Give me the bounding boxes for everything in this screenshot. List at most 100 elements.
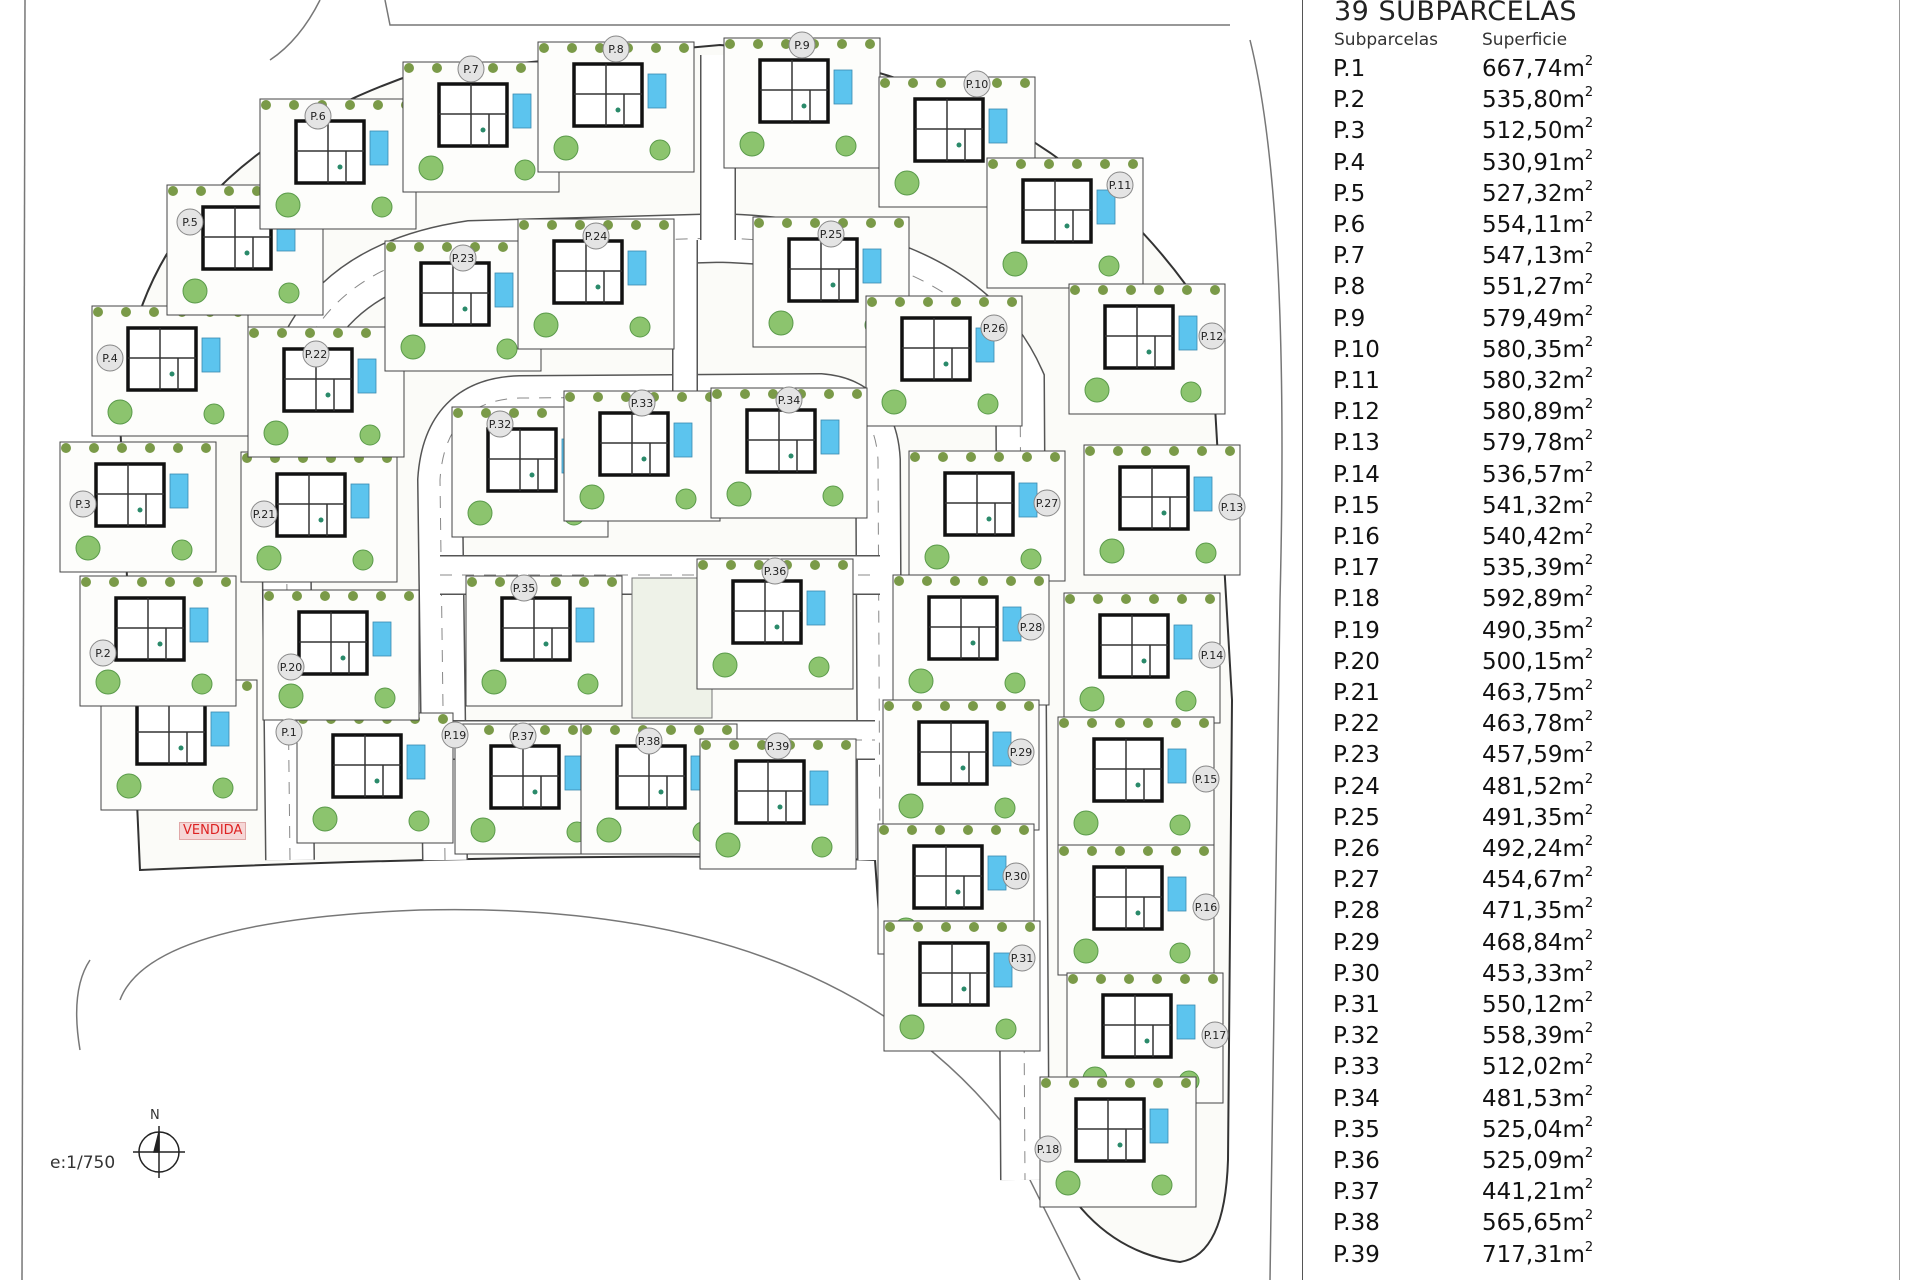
area-value: 554,11 bbox=[1482, 212, 1563, 238]
parcel-label[interactable]: P.34 bbox=[775, 386, 803, 414]
parcel-label[interactable]: P.9 bbox=[788, 31, 816, 59]
tree bbox=[1169, 942, 1191, 964]
parcel-id: P.37 bbox=[1333, 1179, 1380, 1206]
area-value: 580,32 bbox=[1482, 368, 1563, 394]
parcel-label[interactable]: P.26 bbox=[980, 314, 1008, 342]
parcel-label[interactable]: P.10 bbox=[963, 70, 991, 98]
parcel-label[interactable]: P.13 bbox=[1218, 493, 1246, 521]
parcel-label-circle bbox=[457, 55, 485, 83]
tree bbox=[408, 810, 430, 832]
parcel-label-text: P.35 bbox=[513, 582, 535, 595]
hedge-shrub bbox=[249, 328, 259, 338]
pool bbox=[862, 248, 882, 284]
parcel-label[interactable]: P.16 bbox=[1192, 893, 1220, 921]
area-unit-exponent: 2 bbox=[1584, 896, 1594, 912]
house-marker bbox=[774, 624, 780, 630]
parcel-label[interactable]: P.22 bbox=[302, 340, 330, 368]
house-marker bbox=[658, 789, 664, 795]
hedge-shrub bbox=[277, 328, 287, 338]
tree bbox=[675, 488, 697, 510]
hedge-shrub bbox=[117, 443, 127, 453]
pool bbox=[369, 130, 389, 166]
tree bbox=[1073, 810, 1099, 836]
parcel-label[interactable]: P.36 bbox=[761, 557, 789, 585]
parcel-label-text: P.19 bbox=[444, 729, 466, 742]
area-value: 490,35 bbox=[1482, 617, 1563, 644]
parcel-label[interactable]: P.23 bbox=[449, 244, 477, 272]
house-marker bbox=[462, 306, 468, 312]
parcel-label[interactable]: P.1 bbox=[275, 718, 303, 746]
parcel-label-circle bbox=[176, 208, 204, 236]
area-unit-exponent: 2 bbox=[1584, 116, 1594, 132]
parcel-label[interactable]: P.27 bbox=[1033, 489, 1061, 517]
parcel-label[interactable]: P.5 bbox=[176, 208, 204, 236]
parcel-label[interactable]: P.29 bbox=[1007, 738, 1035, 766]
hedge-shrub bbox=[481, 408, 491, 418]
parcel-label[interactable]: P.25 bbox=[817, 220, 845, 248]
table-row: P.34 481,53m2 bbox=[1303, 1084, 1899, 1117]
parcel-label[interactable]: P.7 bbox=[457, 55, 485, 83]
parcel-label[interactable]: P.39 bbox=[764, 732, 792, 760]
tree bbox=[995, 1018, 1017, 1040]
parcel-label[interactable]: P.6 bbox=[304, 102, 332, 130]
parcel-label[interactable]: P.33 bbox=[628, 389, 656, 417]
table-row: P.25 491,35m2 bbox=[1303, 802, 1899, 836]
parcel-label[interactable]: P.14 bbox=[1198, 641, 1226, 669]
parcel-label[interactable]: P.18 bbox=[1034, 1135, 1062, 1163]
parcel-label[interactable]: P.21 bbox=[250, 500, 278, 528]
hedge-shrub bbox=[1182, 285, 1192, 295]
area-unit-exponent: 2 bbox=[1584, 802, 1594, 818]
parcel-label[interactable]: P.12 bbox=[1198, 322, 1226, 350]
parcel-label[interactable]: P.28 bbox=[1017, 613, 1045, 641]
parcel-label[interactable]: P.20 bbox=[277, 653, 305, 681]
parcel-label[interactable]: P.31 bbox=[1008, 944, 1036, 972]
parcel-label[interactable]: P.3 bbox=[69, 490, 97, 518]
area-value: 463,75 bbox=[1482, 680, 1563, 706]
parcel-label[interactable]: P.37 bbox=[509, 722, 537, 750]
parcel-label-text: P.17 bbox=[1204, 1029, 1226, 1042]
parcel-label[interactable]: P.32 bbox=[486, 410, 514, 438]
hedge-shrub bbox=[1041, 1078, 1051, 1088]
area-value: 550,12 bbox=[1482, 992, 1563, 1018]
parcel-label[interactable]: P.17 bbox=[1201, 1021, 1229, 1049]
parcel-label-circle bbox=[509, 722, 537, 750]
tree bbox=[894, 170, 920, 196]
parcel-id: P.31 bbox=[1333, 992, 1380, 1018]
parcel-id: P.30 bbox=[1333, 960, 1380, 987]
tree bbox=[768, 310, 794, 336]
area-unit: m bbox=[1562, 305, 1585, 332]
parcel-area: 667,74m2 bbox=[1482, 54, 1593, 82]
parcel-label-circle bbox=[1218, 493, 1246, 521]
parcel-area: 580,35m2 bbox=[1482, 335, 1593, 363]
house-marker bbox=[340, 655, 346, 661]
parcel-area: 535,80m2 bbox=[1482, 85, 1593, 113]
parcel-id: P.27 bbox=[1333, 867, 1380, 894]
parcel-label[interactable]: P.38 bbox=[635, 727, 663, 755]
parcel-id: P.7 bbox=[1333, 243, 1366, 270]
area-unit-exponent: 2 bbox=[1584, 1052, 1594, 1068]
parcel-label[interactable]: P.11 bbox=[1106, 171, 1134, 199]
house-marker bbox=[801, 103, 807, 109]
hedge-shrub bbox=[907, 825, 917, 835]
parcel bbox=[883, 920, 1041, 1052]
parcel-label[interactable]: P.8 bbox=[602, 35, 630, 63]
parcel-id: P.32 bbox=[1333, 1023, 1380, 1050]
area-unit-exponent: 2 bbox=[1584, 1239, 1594, 1255]
parcel-label[interactable]: P.2 bbox=[89, 639, 117, 667]
parcel-label[interactable]: P.4 bbox=[96, 344, 124, 372]
house-footprint bbox=[598, 411, 670, 477]
hedge-shrub bbox=[1069, 1078, 1079, 1088]
parcel-label-text: P.8 bbox=[608, 43, 623, 56]
parcel-id: P.28 bbox=[1333, 898, 1380, 925]
parcel-label[interactable]: P.30 bbox=[1002, 862, 1030, 890]
hedge-shrub bbox=[1180, 974, 1190, 984]
hedge-shrub bbox=[165, 577, 175, 587]
house-marker bbox=[956, 142, 962, 148]
hedge-shrub bbox=[922, 576, 932, 586]
house-walls bbox=[600, 413, 668, 475]
parcel-label[interactable]: P.15 bbox=[1192, 765, 1220, 793]
house-footprint bbox=[1021, 178, 1093, 244]
parcel-label[interactable]: P.19 bbox=[441, 721, 469, 749]
parcel-label[interactable]: P.24 bbox=[582, 222, 610, 250]
parcel-label[interactable]: P.35 bbox=[510, 574, 538, 602]
